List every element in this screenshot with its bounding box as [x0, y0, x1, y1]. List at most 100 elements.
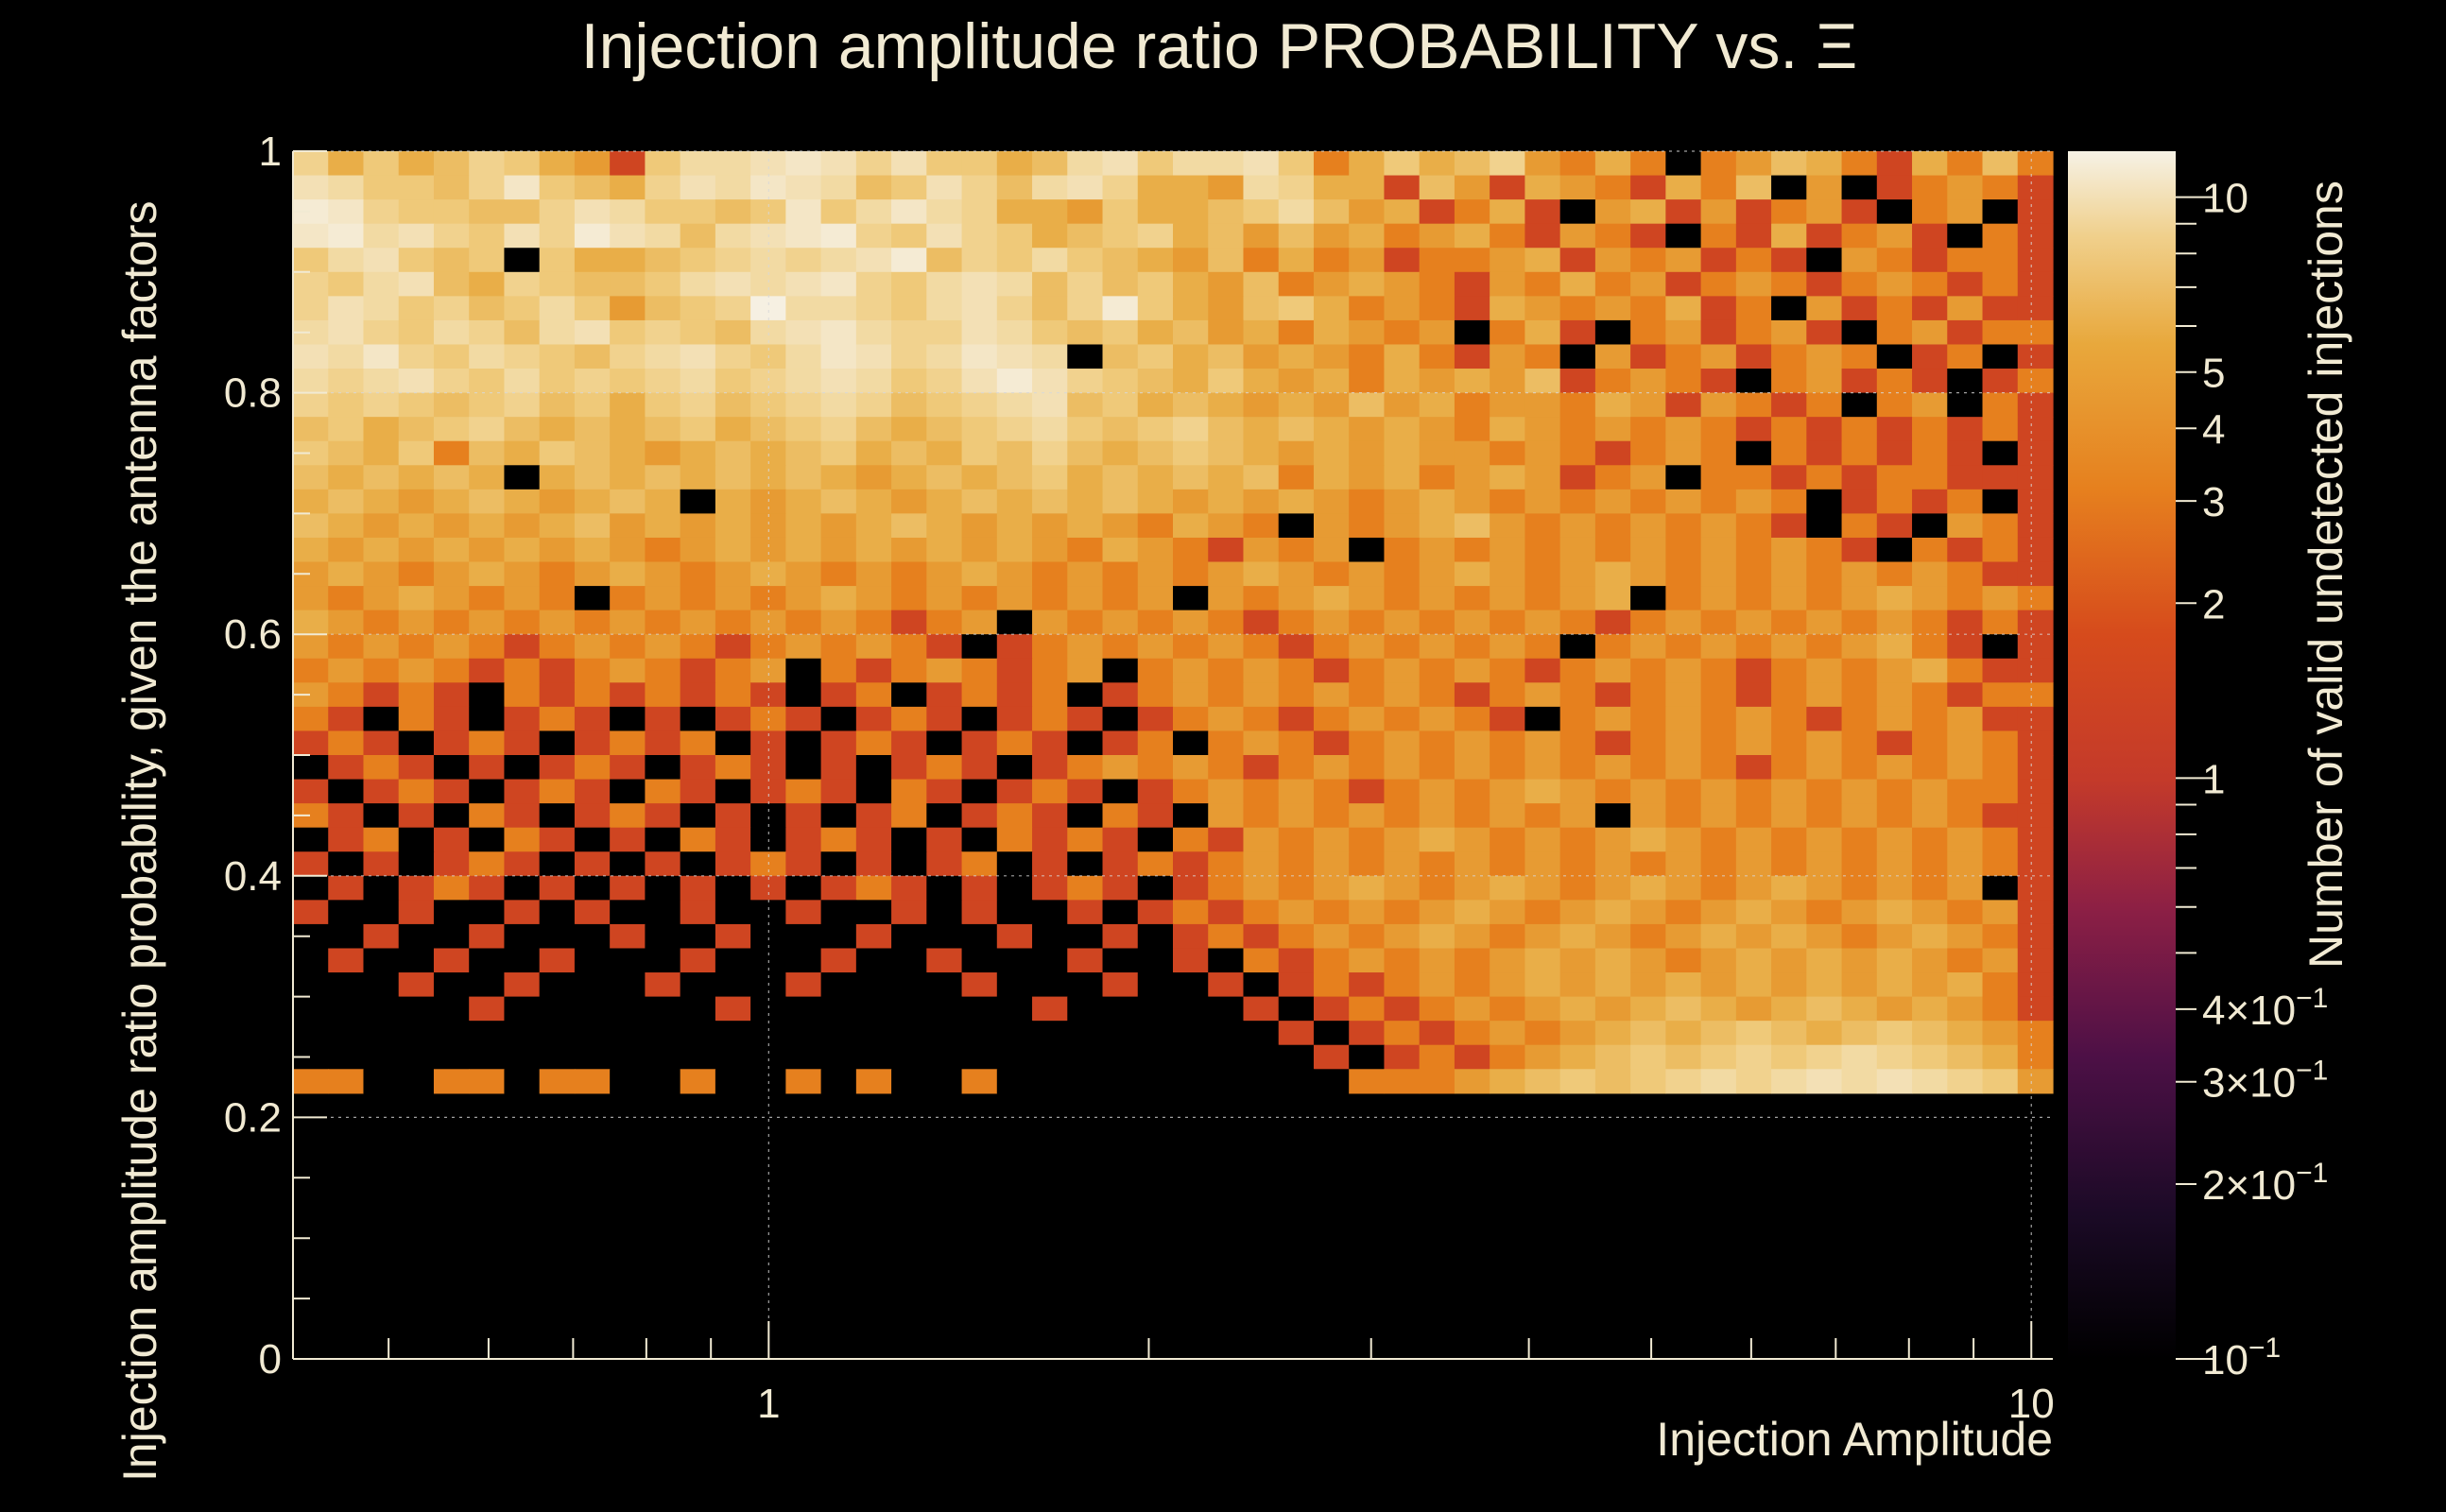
heatmap-cell [574, 900, 611, 925]
heatmap-cell [1454, 730, 1490, 756]
heatmap-cell [1912, 730, 1948, 756]
heatmap-cell [1594, 851, 1631, 877]
heatmap-cell [1630, 440, 1666, 466]
heatmap-cell [1806, 851, 1843, 877]
heatmap-cell [504, 271, 541, 297]
heatmap-cell [1349, 489, 1386, 514]
heatmap-cell [926, 537, 963, 563]
heatmap-cell [1982, 851, 2019, 877]
heatmap-cell [1735, 730, 1772, 756]
heatmap-cell [785, 392, 822, 418]
heatmap-cell [1137, 948, 1174, 973]
heatmap-cell [855, 900, 892, 925]
heatmap-cell [645, 199, 681, 225]
heatmap-cell [1630, 634, 1666, 660]
heatmap-cell [1278, 972, 1315, 998]
heatmap-cell [1982, 875, 2019, 901]
heatmap-cell [996, 1021, 1033, 1046]
heatmap-cell [1982, 827, 2019, 852]
heatmap-cell [433, 513, 470, 539]
y-tick-label: 1 [259, 129, 282, 175]
heatmap-cell [1067, 489, 1104, 514]
heatmap-cell [2017, 513, 2054, 539]
heatmap-cell [574, 851, 611, 877]
heatmap-cell [2017, 851, 2054, 877]
heatmap-cell [1771, 827, 1807, 852]
heatmap-cell [574, 319, 611, 346]
heatmap-cell [1771, 296, 1807, 321]
heatmap-cell [1032, 634, 1068, 660]
heatmap-cell [1102, 417, 1139, 442]
heatmap-cell [1735, 561, 1772, 587]
heatmap-cell [1067, 610, 1104, 635]
heatmap-cell [1067, 223, 1104, 249]
heatmap-cell [574, 248, 611, 273]
heatmap-cell [1594, 586, 1631, 611]
heatmap-cell [469, 730, 506, 756]
heatmap-cell [961, 296, 998, 321]
heatmap-cell [1665, 1021, 1702, 1046]
heatmap-cell [1067, 537, 1104, 563]
heatmap-cell [1278, 369, 1315, 394]
heatmap-cell [1665, 1069, 1702, 1094]
heatmap-cell [1912, 151, 1948, 177]
heatmap-cell [1490, 755, 1525, 781]
heatmap-cell [433, 827, 470, 852]
heatmap-cell [504, 151, 541, 177]
heatmap-cell [1982, 392, 2019, 418]
heatmap-cell [1349, 827, 1386, 852]
heatmap-cell [1173, 875, 1209, 901]
heatmap-cell [1032, 319, 1068, 346]
heatmap-cell [1771, 634, 1807, 660]
heatmap-cell [1630, 1021, 1666, 1046]
heatmap-cell [328, 972, 365, 998]
heatmap-cell [1771, 223, 1807, 249]
heatmap-cell [1947, 755, 1984, 781]
heatmap-cell [1490, 248, 1525, 273]
heatmap-cell [1841, 175, 1878, 200]
heatmap-cell [574, 271, 611, 297]
heatmap-cell [610, 803, 646, 829]
heatmap-cell [926, 706, 963, 732]
heatmap-cell [1735, 296, 1772, 321]
heatmap-cell [820, 948, 857, 973]
heatmap-cell [680, 682, 716, 708]
heatmap-cell [1208, 248, 1245, 273]
heatmap-cell [961, 610, 998, 635]
heatmap-cell [1419, 561, 1456, 587]
heatmap-cell [961, 634, 998, 660]
heatmap-cell [504, 392, 541, 418]
heatmap-cell [820, 417, 857, 442]
heatmap-cell [1032, 344, 1068, 369]
heatmap-cell [1700, 440, 1737, 466]
heatmap-cell [680, 319, 716, 346]
heatmap-cell [433, 440, 470, 466]
heatmap-cell [1349, 658, 1386, 683]
heatmap-cell [820, 779, 857, 804]
heatmap-cell [1524, 851, 1561, 877]
heatmap-cell [820, 658, 857, 683]
heatmap-cell [1313, 948, 1350, 973]
heatmap-cell [1454, 658, 1490, 683]
heatmap-cell [398, 392, 435, 418]
heatmap-cell [469, 319, 506, 346]
heatmap-cell [1278, 779, 1315, 804]
heatmap-cell [926, 610, 963, 635]
heatmap-cell [1876, 199, 1913, 225]
heatmap-cell [715, 440, 751, 466]
heatmap-cell [1735, 513, 1772, 539]
heatmap-cell [1102, 923, 1139, 950]
heatmap-cell [328, 248, 365, 273]
heatmap-cell [1912, 223, 1948, 249]
heatmap-cell [504, 827, 541, 852]
heatmap-cell [433, 296, 470, 321]
heatmap-cell [469, 175, 506, 200]
heatmap-cell [645, 151, 681, 177]
heatmap-cell [996, 803, 1033, 829]
heatmap-cell [1524, 900, 1561, 925]
heatmap-cell [1490, 175, 1525, 200]
heatmap-cell [539, 996, 576, 1022]
heatmap-cell [750, 1044, 786, 1070]
heatmap-cell [1454, 972, 1490, 998]
heatmap-cell [1137, 440, 1174, 466]
